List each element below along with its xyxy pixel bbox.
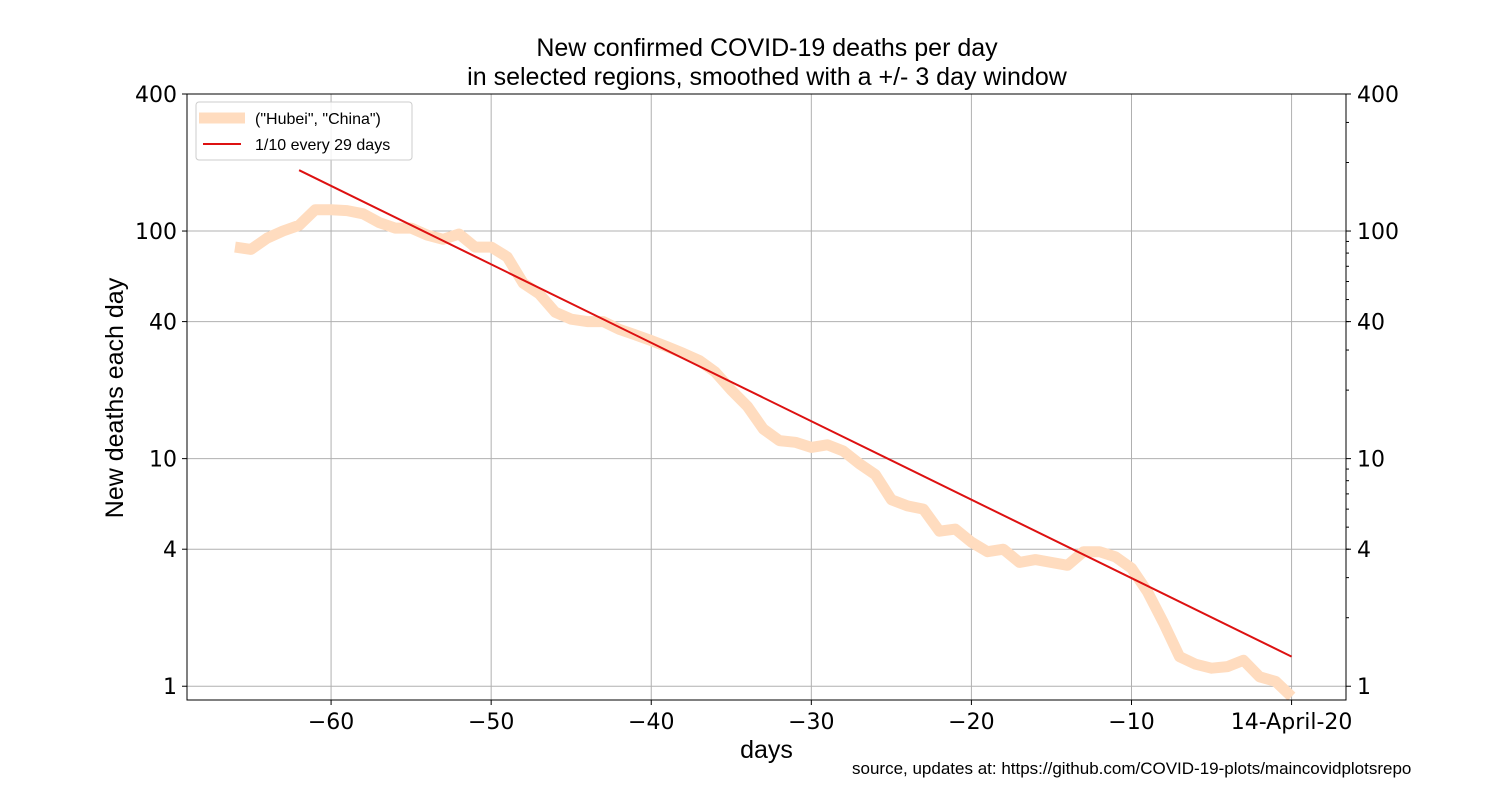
y-tick-label-left: 400 [135, 83, 177, 108]
grid [187, 93, 1346, 700]
series-line-hubei [234, 204, 1296, 701]
y-tick-label-right: 10 [1357, 448, 1385, 473]
plot-area [187, 94, 1346, 700]
legend-label-trend: 1/10 every 29 days [255, 137, 390, 154]
y-tick-label-right: 400 [1357, 83, 1399, 108]
series-line-trend [298, 169, 1293, 658]
x-tick-label: −30 [788, 710, 834, 735]
y-axis-label: New deaths each day [101, 277, 129, 518]
legend-label-hubei: ("Hubei", "China") [255, 111, 381, 128]
y-tick-label-left: 40 [149, 311, 177, 336]
legend-box [195, 101, 413, 161]
x-tick-label: −50 [468, 710, 514, 735]
chart-title-line-2: in selected regions, smoothed with a +/-… [467, 63, 1068, 91]
x-tick-label: −40 [628, 710, 674, 735]
y-tick-label-right: 100 [1357, 220, 1399, 245]
x-axis-label: days [740, 736, 793, 764]
x-tick-label: −20 [948, 710, 994, 735]
x-tick-label: −60 [308, 710, 354, 735]
y-tick-label-left: 10 [149, 448, 177, 473]
chart-title-line-1: New confirmed COVID-19 deaths per day [536, 34, 998, 62]
x-tick-label: −10 [1108, 710, 1154, 735]
y-tick-label-right: 40 [1357, 311, 1385, 336]
y-tick-label-right: 4 [1357, 538, 1371, 563]
y-tick-label-left: 4 [163, 538, 177, 563]
x-tick-label: 14-April-20 [1231, 710, 1353, 735]
source-note: source, updates at: https://github.com/C… [852, 759, 1411, 778]
series-layer [234, 169, 1296, 701]
y-tick-label-right: 1 [1357, 675, 1371, 700]
plot-frame [186, 93, 1347, 701]
y-tick-label-left: 100 [135, 220, 177, 245]
y-tick-label-left: 1 [163, 675, 177, 700]
legend: ("Hubei", "China") 1/10 every 29 days [195, 101, 413, 161]
